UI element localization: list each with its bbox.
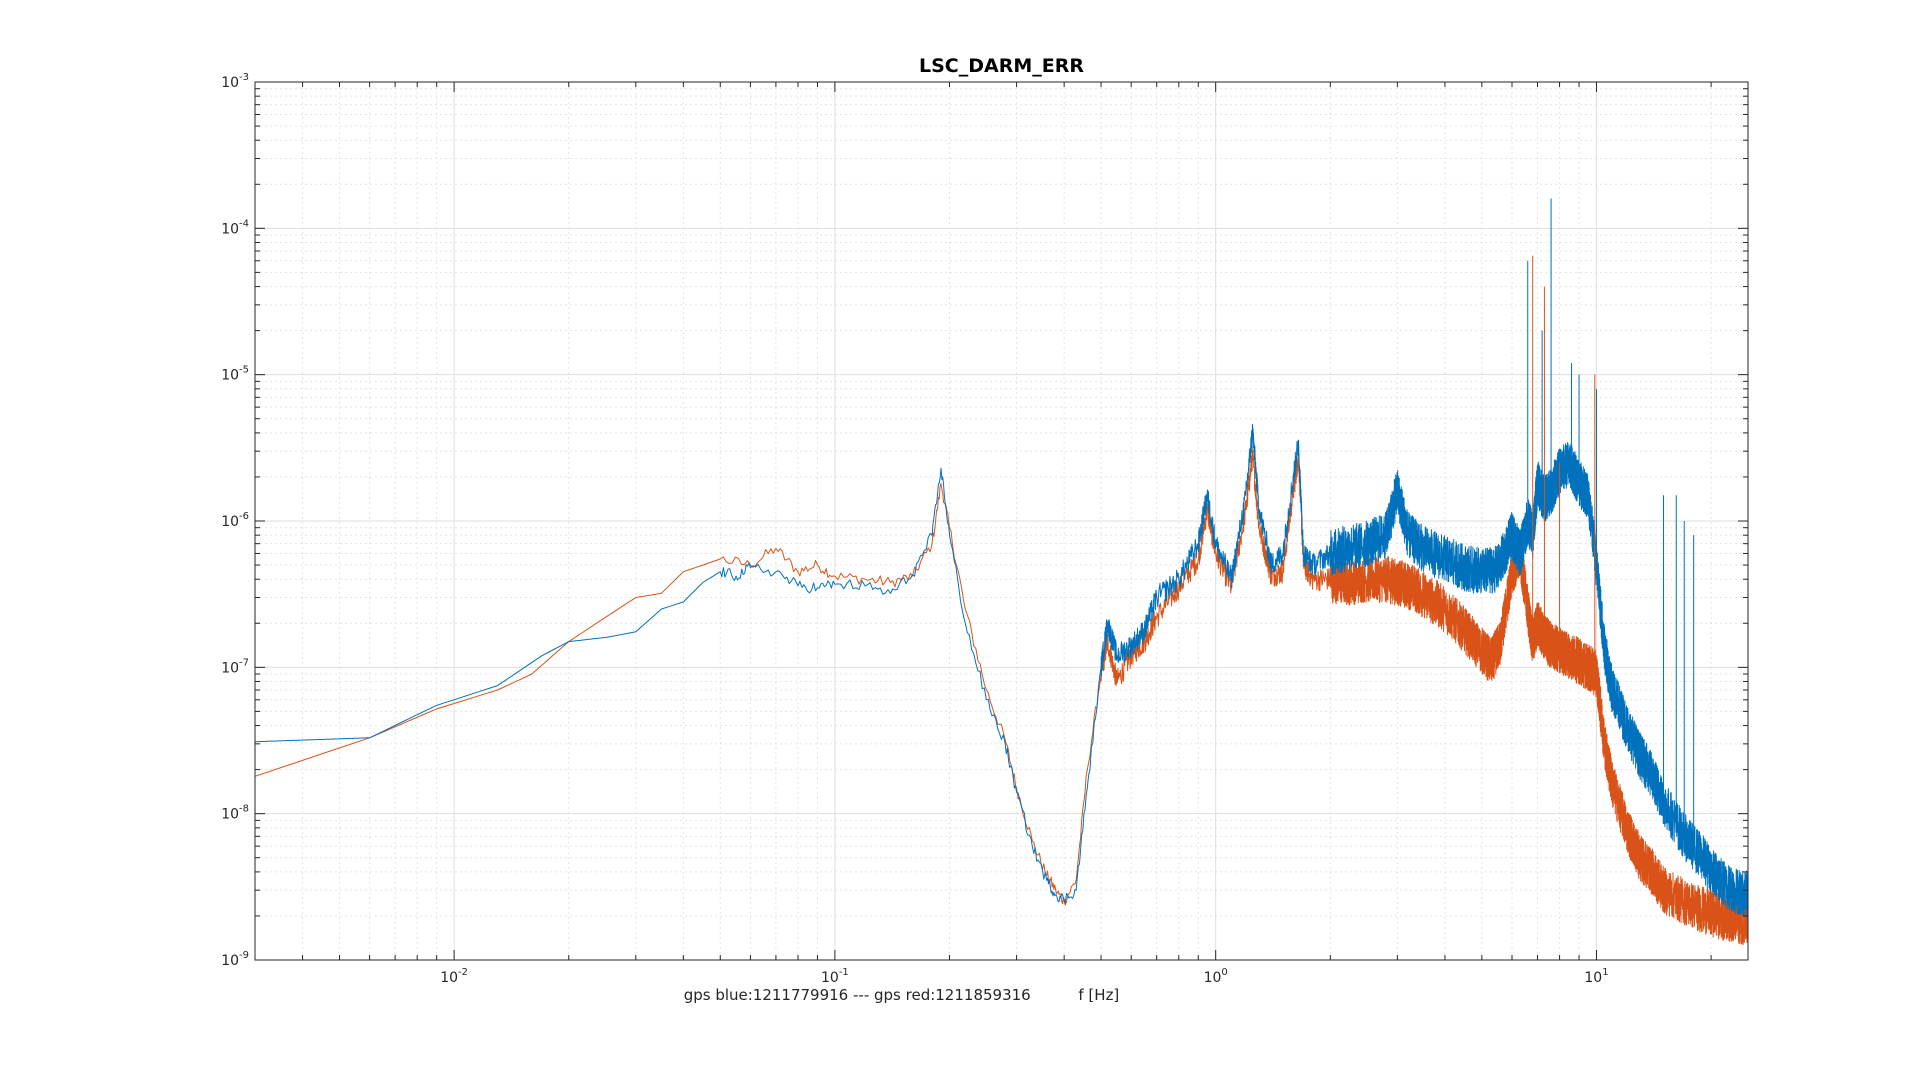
x-tick-label: 10-2	[440, 967, 468, 986]
x-axis-label: gps blue:1211779916 --- gps red:12118593…	[684, 986, 1120, 1004]
y-tick-label: 10-5	[221, 365, 249, 384]
y-tick-label: 10-4	[221, 218, 249, 237]
x-tick-label: 100	[1204, 967, 1228, 986]
y-tick-label: 10-3	[221, 72, 249, 91]
y-tick-label: 10-6	[221, 511, 249, 530]
plot-lines	[254, 198, 1749, 946]
axis-ticks	[254, 81, 1748, 961]
x-tick-label: 101	[1584, 967, 1608, 986]
y-tick-label: 10-7	[221, 657, 249, 676]
series-line-blue	[254, 423, 1749, 918]
x-tick-label: 10-1	[821, 967, 849, 986]
y-tick-label: 10-9	[221, 950, 249, 969]
y-tick-labels: 10-9 10-8 10-7 10-6 10-5 10-4 10-3	[221, 72, 249, 969]
y-tick-label: 10-8	[221, 804, 249, 823]
x-tick-labels: 10-2 10-1 100 101	[440, 967, 1608, 986]
chart-title: LSC_DARM_ERR	[919, 55, 1084, 77]
